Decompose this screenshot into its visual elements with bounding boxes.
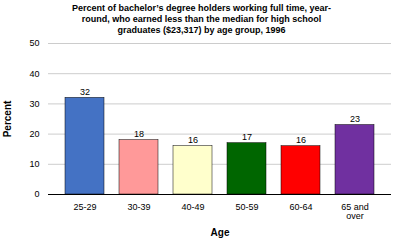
svg-text:30-39: 30-39 [127, 202, 150, 212]
svg-text:Percent: Percent [2, 100, 13, 137]
svg-text:16: 16 [188, 136, 198, 146]
svg-text:18: 18 [134, 130, 144, 140]
svg-text:32: 32 [80, 87, 90, 97]
svg-text:20: 20 [29, 129, 39, 139]
svg-text:40-49: 40-49 [181, 202, 204, 212]
svg-text:10: 10 [29, 160, 39, 170]
svg-text:17: 17 [242, 133, 252, 143]
svg-text:25-29: 25-29 [73, 202, 96, 212]
svg-text:50: 50 [29, 39, 39, 49]
svg-text:40: 40 [29, 69, 39, 79]
svg-text:Age: Age [211, 227, 230, 238]
svg-text:23: 23 [350, 114, 360, 124]
svg-text:60-64: 60-64 [289, 202, 312, 212]
html-text:Percent of bachelor’s degree h: Percent of bachelor’s degree holders wor… [72, 3, 331, 35]
svg-text:0: 0 [34, 190, 39, 200]
svg-text:50-59: 50-59 [235, 202, 258, 212]
svg-text:30: 30 [29, 99, 39, 109]
svg-text:16: 16 [296, 136, 306, 146]
svg-text:65 andover: 65 andover [341, 202, 369, 221]
